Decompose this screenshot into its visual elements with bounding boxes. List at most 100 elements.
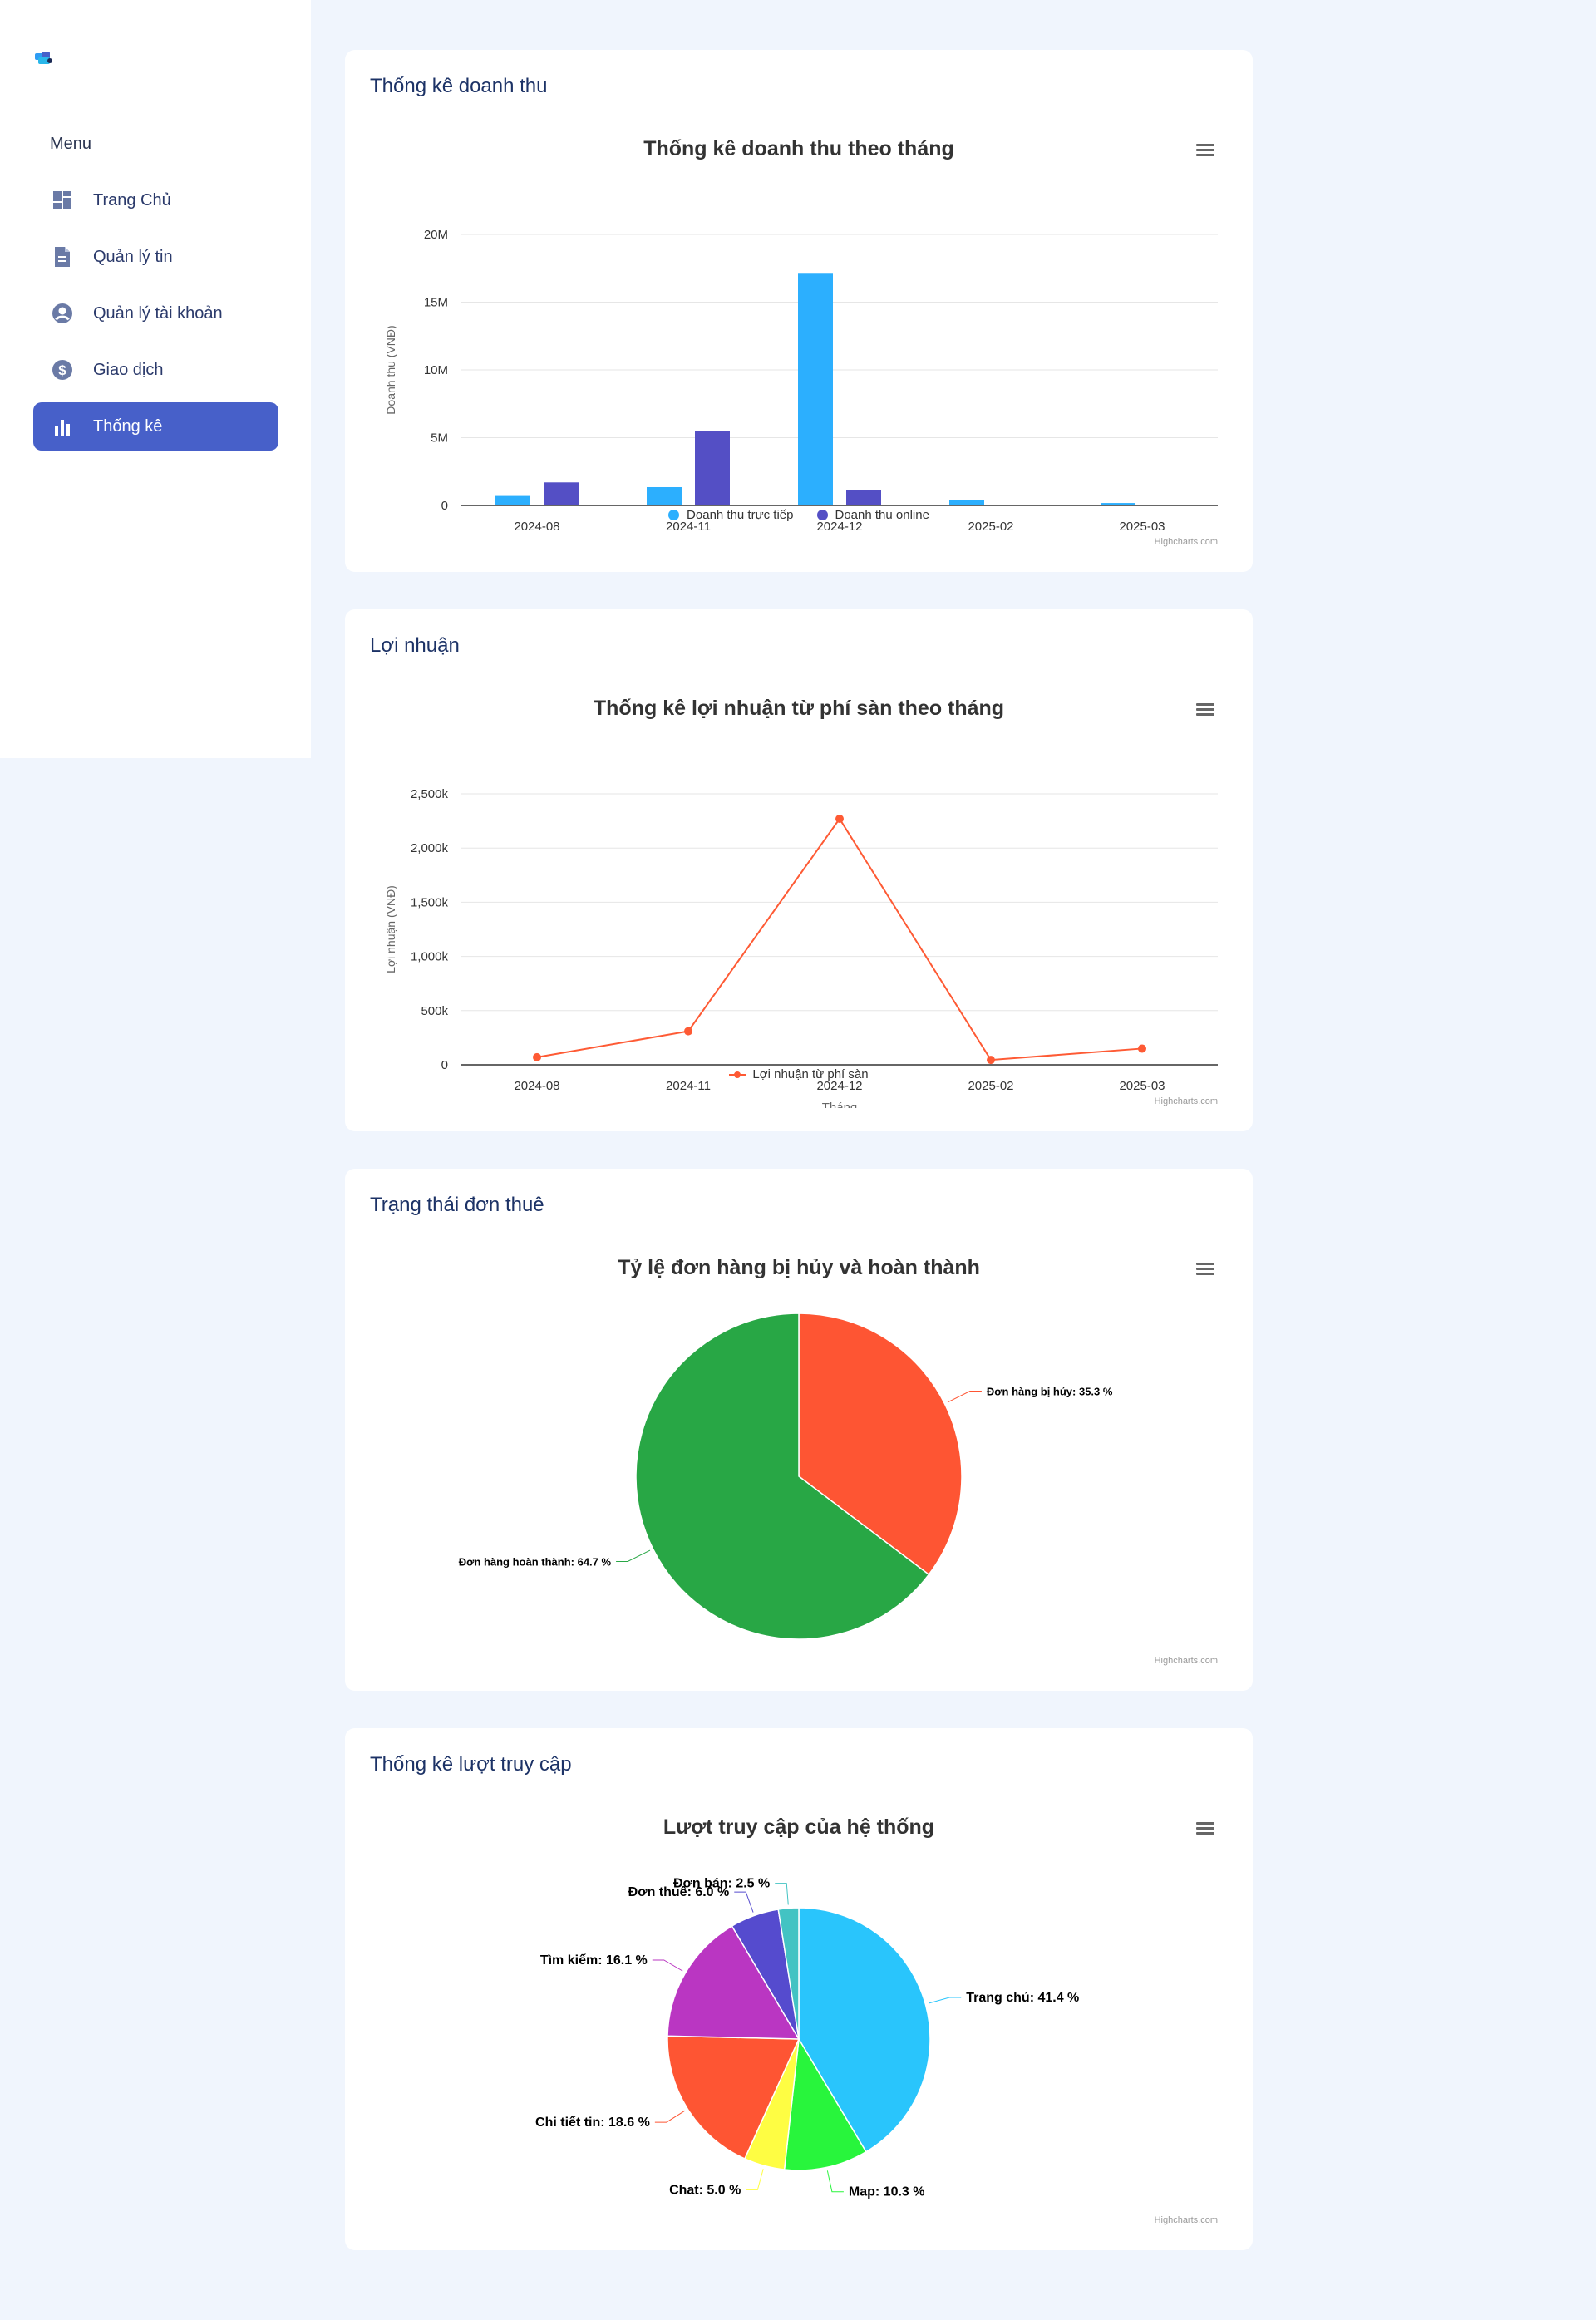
pie-slice-1: [635, 1313, 930, 1640]
x-tick-label: 2025-03: [1119, 1079, 1165, 1093]
y-tick-label: 15M: [424, 296, 448, 310]
pie-slice-0: [798, 1907, 931, 2153]
menu-heading: Menu: [50, 135, 92, 153]
dollar-icon: $: [52, 359, 73, 381]
bar-2024-11-1: [695, 431, 730, 505]
chart-title: Tỷ lệ đơn hàng bị hủy và hoàn thành: [618, 1256, 980, 1279]
y-tick-label: 1,500k: [411, 895, 449, 909]
connector-line: [654, 2110, 686, 2123]
y-axis-title: Lợi nhuận (VNĐ): [384, 885, 397, 973]
chart-menu-icon[interactable]: [1196, 144, 1214, 157]
legend-item-online[interactable]: Doanh thu online: [816, 508, 929, 522]
order-status-card: Trạng thái đơn thuê Tỷ lệ đơn hàng bị hủ…: [345, 1169, 1253, 1691]
legend-marker: [729, 1071, 746, 1078]
bar-2024-08-1: [544, 482, 579, 505]
y-tick-label: 2,500k: [411, 787, 449, 801]
sidebar-item-thong-ke[interactable]: Thống kê: [33, 402, 278, 451]
chart-legend: Doanh thu trực tiếp Doanh thu online: [345, 508, 1253, 522]
chart-menu-icon[interactable]: [1196, 1822, 1214, 1835]
connector-line: [746, 2169, 764, 2190]
y-tick-label: 0: [441, 1058, 448, 1072]
sidebar-nav: Trang Chủ Quản lý tin Quản lý tài khoản …: [33, 176, 278, 459]
sidebar-item-quan-ly-tai-khoan[interactable]: Quản lý tài khoản: [33, 289, 278, 337]
sidebar-item-quan-ly-tin[interactable]: Quản lý tin: [33, 233, 278, 281]
x-tick-label: 2024-08: [514, 1079, 559, 1093]
chart-title: Thống kê lợi nhuận từ phí sàn theo tháng: [593, 697, 1005, 720]
sidebar-item-label: Quản lý tài khoản: [93, 303, 223, 323]
x-tick-label: 2024-11: [666, 1079, 711, 1093]
series-line: [536, 817, 1143, 1061]
x-tick-label: 2025-02: [968, 1079, 1013, 1093]
x-tick-label: 2025-02: [968, 520, 1013, 534]
sidebar-item-label: Thống kê: [93, 416, 163, 436]
connector-line: [775, 1883, 789, 1905]
y-axis-title: Doanh thu (VNĐ): [384, 325, 397, 414]
sidebar: Menu Trang Chủ Quản lý tin Quản lý tài k…: [0, 0, 311, 758]
chart-title: Lượt truy cập của hệ thống: [663, 1815, 935, 1839]
legend-label: Doanh thu trực tiếp: [687, 508, 794, 522]
revenue-card: Thống kê doanh thu Thống kê doanh thu th…: [345, 50, 1253, 572]
card-title: Thống kê lượt truy cập: [370, 1753, 572, 1776]
sidebar-item-giao-dich[interactable]: $ Giao dịch: [33, 346, 278, 394]
data-label: Đơn thuê: 6.0 %: [628, 1885, 730, 1899]
chart-menu-icon[interactable]: [1196, 1263, 1214, 1276]
connector-line: [929, 1997, 962, 2004]
data-point-2024-12: [835, 814, 844, 823]
bar-2024-12-0: [798, 273, 833, 505]
traffic-card: Thống kê lượt truy cập Lượt truy cập của…: [345, 1728, 1253, 2250]
chart-menu-icon[interactable]: [1196, 703, 1214, 717]
connector-line: [734, 1891, 754, 1913]
pie-slice-6: [777, 1907, 800, 2040]
x-tick-label: 2025-03: [1119, 520, 1165, 534]
data-label: Chat: 5.0 %: [669, 2183, 741, 2197]
pie-slice-3: [667, 2035, 800, 2160]
bar-2025-03-0: [1101, 503, 1135, 505]
bar-2024-08-0: [495, 495, 530, 505]
card-title: Trạng thái đơn thuê: [370, 1194, 544, 1216]
data-label: Tìm kiếm: 16.1 %: [540, 1953, 648, 1968]
x-axis-title: Tháng: [822, 1101, 858, 1108]
bar-chart-icon: [52, 416, 73, 437]
connector-line: [616, 1549, 651, 1562]
sidebar-item-label: Quản lý tin: [93, 247, 173, 266]
profit-card: Lợi nhuận Thống kê lợi nhuận từ phí sàn …: [345, 609, 1253, 1131]
revenue-bar-chart: 0 5M 10M 15M 20M Doanh thu (VNĐ) 2024-08 2024-1…: [384, 228, 1218, 534]
data-point-2025-02: [987, 1056, 995, 1065]
sidebar-item-trang-chu[interactable]: Trang Chủ: [33, 176, 278, 224]
x-tick-label: 2024-12: [816, 1079, 862, 1093]
pie-slice-0: [798, 1313, 963, 1576]
bar-2024-12-1: [846, 490, 881, 505]
connector-line: [826, 2170, 844, 2193]
traffic-pie-chart: Trang chủ: 41.4 % Map: 10.3 % Chat: 5.0 % C…: [535, 1877, 1079, 2199]
data-label: Trang chủ: 41.4 %: [966, 1991, 1079, 2005]
legend-item-truc-tiep[interactable]: Doanh thu trực tiếp: [668, 508, 794, 522]
pie-slice-1: [783, 2037, 867, 2171]
bar-2025-02-0: [949, 500, 984, 505]
legend-item-loi-nhuan[interactable]: Lợi nhuận từ phí sàn: [729, 1067, 869, 1081]
data-point-2025-03: [1138, 1044, 1146, 1053]
legend-label: Lợi nhuận từ phí sàn: [752, 1067, 869, 1081]
sidebar-item-label: Giao dịch: [93, 360, 164, 379]
data-label: Chi tiết tin: 18.6 %: [535, 2116, 650, 2130]
y-tick-label: 5M: [431, 431, 448, 446]
svg-text:$: $: [58, 362, 66, 378]
sidebar-item-label: Trang Chủ: [93, 190, 171, 209]
x-tick-label: 2024-12: [816, 520, 862, 534]
data-label: Đơn hàng bị hủy: 35.3 %: [987, 1386, 1113, 1398]
app-logo-icon[interactable]: [33, 50, 55, 66]
dashboard-icon: [52, 190, 73, 211]
pie-slice-4: [667, 1925, 800, 2040]
highcharts-credits[interactable]: Highcharts.com: [1154, 537, 1218, 547]
highcharts-credits[interactable]: Highcharts.com: [1154, 2215, 1218, 2225]
highcharts-credits[interactable]: Highcharts.com: [1154, 1096, 1218, 1106]
data-label: Đơn bán: 2.5 %: [673, 1877, 770, 1891]
y-tick-label: 1,000k: [411, 950, 449, 964]
data-label: Đơn hàng hoàn thành: 64.7 %: [459, 1555, 612, 1568]
document-icon: [52, 246, 73, 268]
y-tick-label: 20M: [424, 228, 448, 242]
order-status-pie-chart: Đơn hàng bị hủy: 35.3 % Đơn hàng hoàn thà…: [459, 1313, 1113, 1640]
y-tick-label: 10M: [424, 363, 448, 377]
legend-marker: [668, 510, 680, 520]
x-tick-label: 2024-11: [666, 520, 711, 534]
highcharts-credits[interactable]: Highcharts.com: [1154, 1656, 1218, 1666]
